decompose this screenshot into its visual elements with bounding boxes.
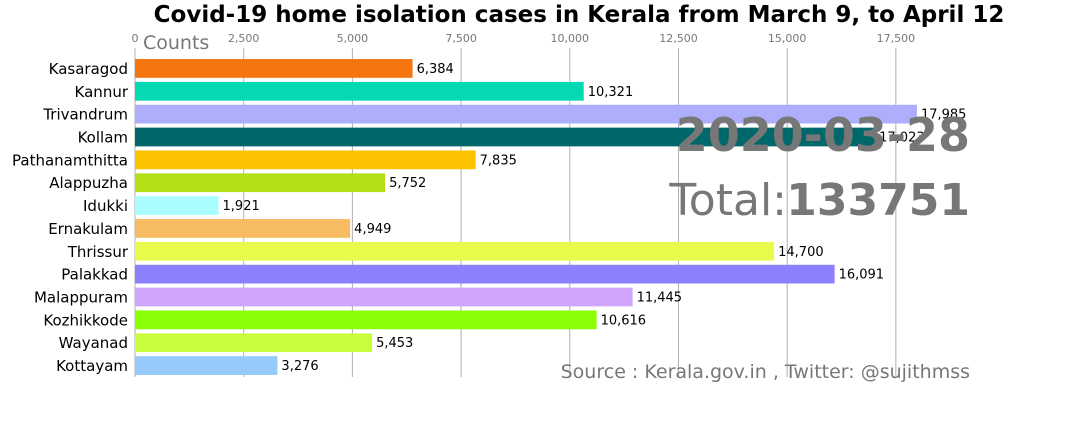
- value-label: 10,616: [601, 313, 647, 328]
- x-axis-label: Counts: [143, 32, 209, 54]
- bar-kasaragod: [135, 59, 413, 78]
- category-labels: Kasaragod Kannur Trivandrum Kollam Pathanamt…: [12, 60, 129, 375]
- bar-kollam: [135, 127, 876, 147]
- value-label: 5,453: [376, 336, 413, 351]
- value-label: 1,921: [223, 199, 260, 214]
- category-label: Kollam: [78, 129, 128, 147]
- category-label: Kottayam: [56, 357, 128, 375]
- x-tick-label: 2,500: [228, 32, 260, 45]
- bar-wayanad: [135, 333, 373, 353]
- category-label: Trivandrum: [42, 106, 128, 124]
- bar-ernakulam: [135, 219, 351, 238]
- bar-kottayam: [135, 356, 278, 375]
- category-label: Ernakulam: [48, 220, 128, 238]
- x-tick-label: 15,000: [768, 32, 807, 45]
- bar-thrissur: [135, 241, 775, 261]
- bar-pathanamthitta: [135, 150, 476, 170]
- total-label: Total:: [668, 175, 787, 226]
- value-label: 11,445: [637, 291, 683, 306]
- value-label: 17,023: [879, 131, 925, 146]
- category-label: Palakkad: [61, 266, 128, 284]
- bar-kozhikkode: [135, 310, 597, 330]
- x-tick-label: 10,000: [551, 32, 590, 45]
- total-value: 133751: [786, 175, 970, 226]
- category-label: Kozhikkode: [43, 311, 128, 329]
- bar-idukki: [135, 196, 219, 215]
- chart-title: Covid-19 home isolation cases in Kerala …: [154, 2, 1005, 28]
- bar-kannur: [135, 81, 584, 101]
- category-label: Kannur: [75, 83, 129, 101]
- bar-alappuzha: [135, 173, 386, 193]
- x-tick-label: 12,500: [659, 32, 698, 45]
- bar-palakkad: [135, 264, 835, 284]
- value-label: 3,276: [281, 359, 318, 374]
- category-label: Kasaragod: [49, 60, 128, 78]
- value-labels: 6,384 10,321 17,985 17,023 7,835 5,752 1,921 4,…: [223, 62, 967, 374]
- category-label: Thrissur: [67, 243, 129, 261]
- category-label: Alappuzha: [49, 174, 128, 192]
- x-tick-label: 0: [132, 32, 139, 45]
- value-label: 17,985: [921, 108, 967, 123]
- x-tick-label: 7,500: [445, 32, 477, 45]
- bar-trivandrum: [135, 104, 917, 124]
- value-label: 4,949: [354, 222, 391, 237]
- x-tick-label: 5,000: [337, 32, 369, 45]
- bar-malappuram: [135, 287, 633, 307]
- x-tick-labels: 0 2,500 5,000 7,500 10,000 12,500 15,000 17,500: [132, 32, 916, 45]
- value-label: 5,752: [389, 176, 426, 191]
- category-label: Idukki: [83, 197, 128, 215]
- source-label: Source : Kerala.gov.in , Twitter: @sujit…: [561, 361, 970, 383]
- category-label: Malappuram: [34, 289, 128, 307]
- date-label: 2020-03-28: [676, 108, 970, 162]
- x-tick-label: 17,500: [877, 32, 916, 45]
- bars: [135, 59, 917, 375]
- category-label: Pathanamthitta: [12, 151, 128, 169]
- value-label: 14,700: [778, 245, 824, 260]
- value-label: 7,835: [480, 153, 517, 168]
- value-label: 10,321: [588, 85, 634, 100]
- category-label: Wayanad: [59, 334, 128, 352]
- value-label: 6,384: [417, 62, 454, 77]
- value-label: 16,091: [839, 268, 885, 283]
- grid-lines: [134, 48, 897, 377]
